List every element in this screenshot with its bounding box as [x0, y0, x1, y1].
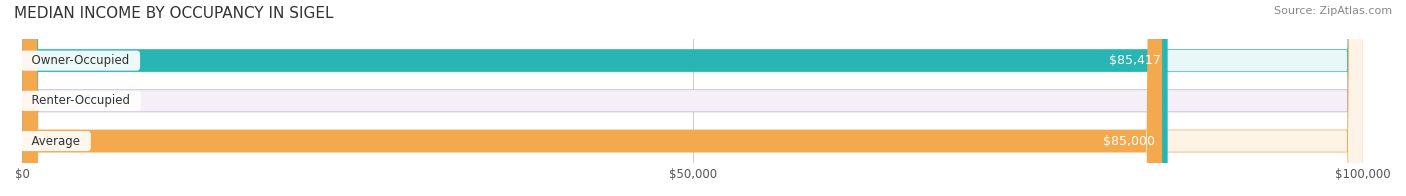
FancyBboxPatch shape — [22, 0, 1163, 196]
FancyBboxPatch shape — [22, 0, 1364, 196]
Text: $85,000: $85,000 — [1104, 134, 1156, 148]
Text: $0: $0 — [76, 94, 91, 107]
FancyBboxPatch shape — [22, 0, 1364, 196]
Text: MEDIAN INCOME BY OCCUPANCY IN SIGEL: MEDIAN INCOME BY OCCUPANCY IN SIGEL — [14, 6, 333, 21]
Text: Owner-Occupied: Owner-Occupied — [24, 54, 136, 67]
Text: $85,417: $85,417 — [1109, 54, 1161, 67]
FancyBboxPatch shape — [22, 0, 1364, 196]
Text: Average: Average — [24, 134, 87, 148]
FancyBboxPatch shape — [22, 0, 1167, 196]
Text: Renter-Occupied: Renter-Occupied — [24, 94, 138, 107]
Text: Source: ZipAtlas.com: Source: ZipAtlas.com — [1274, 6, 1392, 16]
